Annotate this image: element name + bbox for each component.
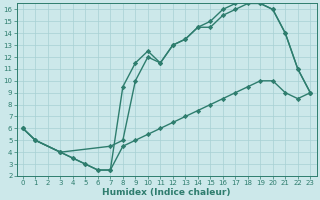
X-axis label: Humidex (Indice chaleur): Humidex (Indice chaleur) (102, 188, 231, 197)
